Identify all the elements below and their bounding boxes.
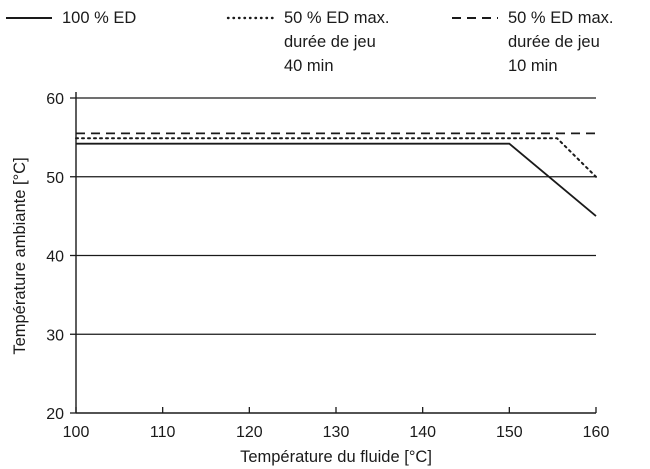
series-line-1 — [76, 142, 597, 217]
y-tick-label: 60 — [46, 91, 64, 108]
x-tick-label: 150 — [496, 424, 523, 441]
y-tick-label: 30 — [46, 327, 64, 344]
y-tick-label: 20 — [46, 406, 64, 423]
x-tick-label: 160 — [583, 424, 610, 441]
x-tick-label: 140 — [409, 424, 436, 441]
legend-label-2: durée de jeu — [284, 33, 376, 51]
chart-axes: 20 30 40 50 60 100 110 120 130 140 150 160 — [46, 91, 609, 441]
chart-legend: 100 % ED 50 % ED max. durée de jeu 40 min 50… — [6, 9, 613, 75]
chart-series — [75, 132, 597, 217]
x-axis-label: Température du fluide [°C] — [240, 448, 432, 466]
y-tick-label: 40 — [46, 249, 64, 266]
y-axis-label: Température ambiante [°C] — [11, 157, 29, 354]
legend-label-3: durée de jeu — [508, 33, 600, 51]
x-tick-label: 100 — [63, 424, 90, 441]
legend-label-1: 100 % ED — [62, 9, 136, 27]
legend-label-2: 50 % ED max. — [284, 9, 389, 27]
y-tick-label: 50 — [46, 170, 64, 187]
x-tick-label: 110 — [150, 424, 176, 441]
legend-label-3: 50 % ED max. — [508, 9, 613, 27]
legend-label-2: 40 min — [284, 57, 334, 75]
series-line-2 — [75, 137, 597, 178]
x-tick-label: 130 — [323, 424, 350, 441]
x-tick-label: 120 — [236, 424, 263, 441]
chart-grid — [76, 97, 596, 335]
legend-label-3: 10 min — [508, 57, 558, 75]
